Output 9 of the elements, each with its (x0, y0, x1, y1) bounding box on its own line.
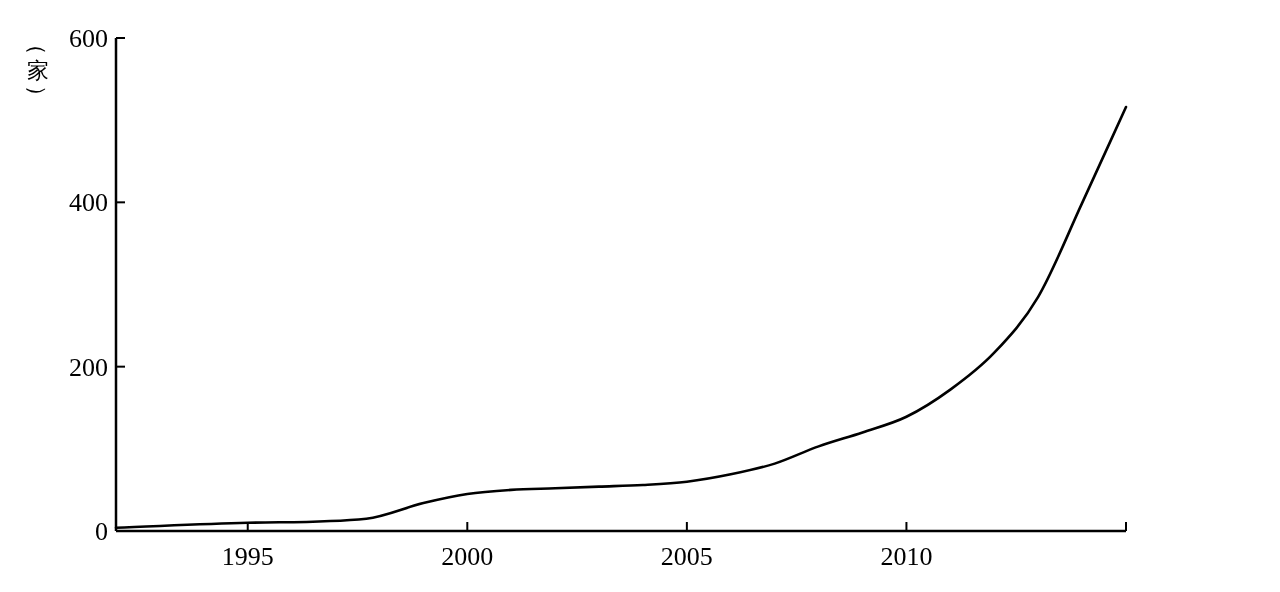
x-tick-label: 2000 (441, 542, 494, 571)
ylabel: （家） (25, 33, 50, 107)
x-tick-label: 2005 (660, 542, 713, 571)
y-tick-label: 200 (69, 352, 108, 382)
y-tick-label: 600 (69, 24, 108, 53)
x-tick-label: 2010 (880, 542, 933, 571)
y-tick-label: 0 (95, 517, 108, 546)
y-tick-label: 400 (69, 188, 108, 218)
x-tick-label: 1995 (221, 542, 274, 571)
